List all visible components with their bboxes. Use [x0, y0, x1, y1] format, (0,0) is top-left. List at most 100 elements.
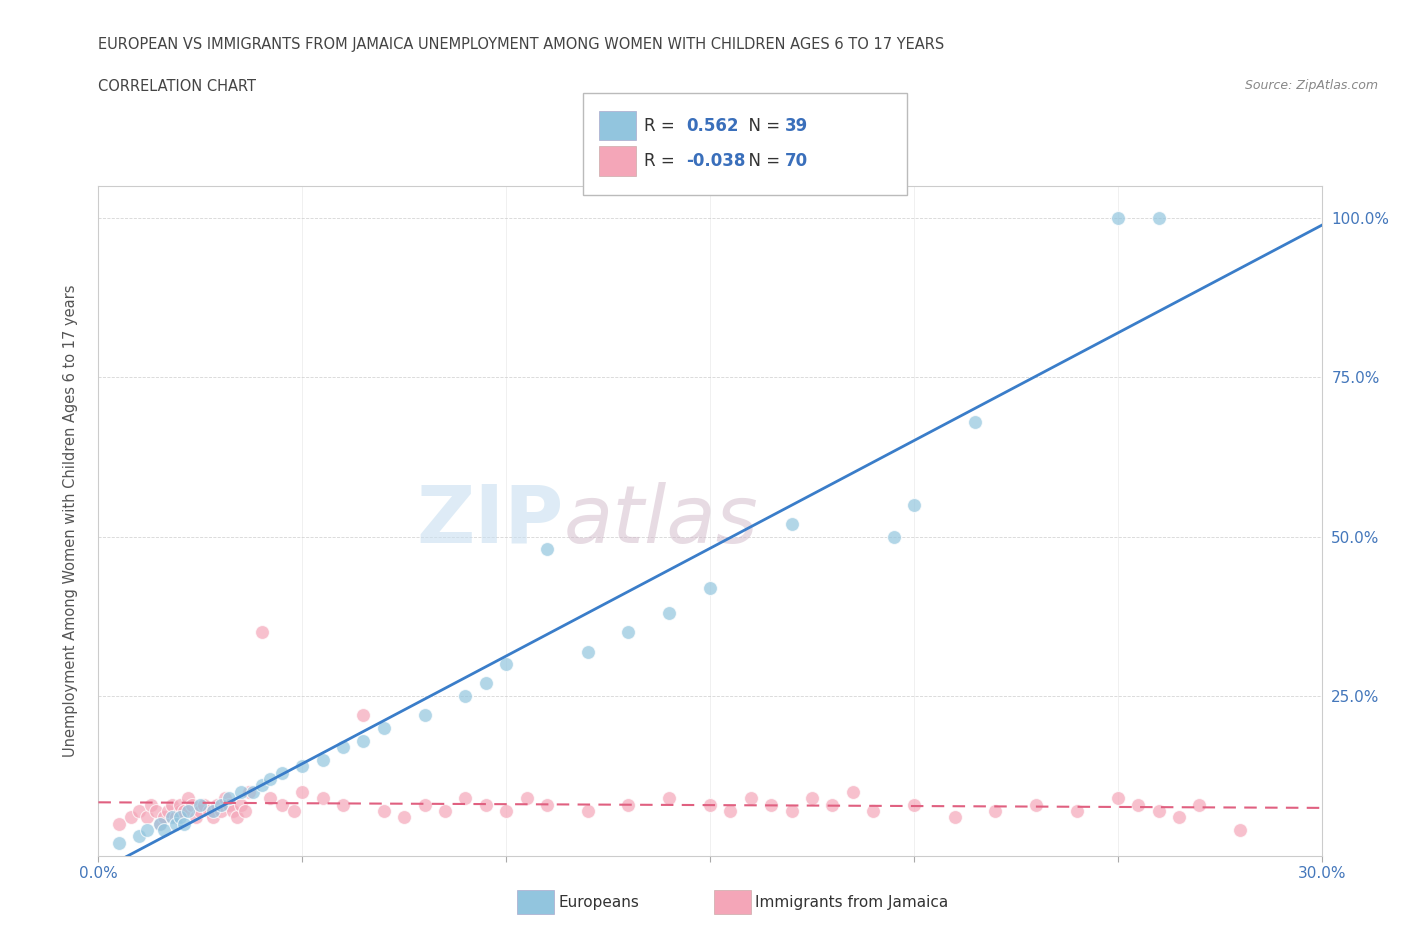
- Text: Source: ZipAtlas.com: Source: ZipAtlas.com: [1244, 79, 1378, 92]
- Point: [209, 804, 232, 818]
- Point: [740, 790, 762, 805]
- Point: [193, 797, 215, 812]
- Point: [332, 739, 354, 754]
- Point: [152, 810, 174, 825]
- Text: Immigrants from Jamaica: Immigrants from Jamaica: [755, 895, 948, 910]
- Point: [761, 797, 783, 812]
- Point: [181, 797, 204, 812]
- Point: [222, 804, 245, 818]
- Point: [177, 790, 200, 805]
- Point: [197, 804, 219, 818]
- Point: [169, 810, 191, 825]
- Text: 70: 70: [785, 152, 807, 170]
- Point: [413, 797, 436, 812]
- Point: [259, 772, 281, 787]
- Point: [233, 804, 256, 818]
- Point: [1107, 790, 1129, 805]
- Point: [238, 784, 260, 799]
- Point: [173, 817, 195, 831]
- Point: [720, 804, 742, 818]
- Point: [413, 708, 436, 723]
- Text: Europeans: Europeans: [558, 895, 640, 910]
- Point: [169, 797, 191, 812]
- Point: [188, 804, 212, 818]
- Point: [165, 810, 187, 825]
- Point: [617, 797, 640, 812]
- Point: [862, 804, 884, 818]
- Text: ZIP: ZIP: [416, 482, 564, 560]
- Point: [903, 498, 925, 512]
- Point: [250, 625, 273, 640]
- Text: 0.562: 0.562: [686, 116, 738, 135]
- Point: [495, 804, 517, 818]
- Point: [984, 804, 1007, 818]
- Point: [617, 625, 640, 640]
- Point: [169, 804, 191, 818]
- Point: [1025, 797, 1047, 812]
- Point: [1188, 797, 1211, 812]
- Point: [821, 797, 844, 812]
- Point: [128, 804, 150, 818]
- Point: [658, 790, 681, 805]
- Point: [283, 804, 305, 818]
- Text: 39: 39: [785, 116, 808, 135]
- Point: [699, 797, 721, 812]
- Point: [173, 804, 195, 818]
- Point: [201, 810, 224, 825]
- Point: [1128, 797, 1150, 812]
- Point: [160, 810, 183, 825]
- Point: [495, 657, 517, 671]
- Point: [903, 797, 925, 812]
- Point: [883, 529, 905, 544]
- Text: R =: R =: [644, 152, 681, 170]
- Point: [108, 835, 131, 850]
- Point: [177, 804, 200, 818]
- Point: [352, 734, 374, 749]
- Text: -0.038: -0.038: [686, 152, 745, 170]
- Point: [141, 797, 163, 812]
- Point: [454, 689, 477, 704]
- Point: [270, 765, 294, 780]
- Point: [576, 644, 599, 659]
- Text: EUROPEAN VS IMMIGRANTS FROM JAMAICA UNEMPLOYMENT AMONG WOMEN WITH CHILDREN AGES : EUROPEAN VS IMMIGRANTS FROM JAMAICA UNEM…: [98, 37, 945, 52]
- Point: [214, 790, 236, 805]
- Point: [209, 797, 232, 812]
- Point: [1107, 210, 1129, 225]
- Point: [270, 797, 294, 812]
- Point: [965, 415, 987, 430]
- Point: [780, 516, 803, 531]
- Point: [474, 797, 498, 812]
- Point: [291, 759, 314, 774]
- Point: [120, 810, 142, 825]
- Point: [136, 810, 159, 825]
- Point: [1066, 804, 1088, 818]
- Point: [576, 804, 599, 818]
- Point: [231, 797, 253, 812]
- Point: [699, 580, 721, 595]
- Point: [536, 542, 558, 557]
- Point: [165, 817, 187, 831]
- Point: [658, 605, 681, 620]
- Point: [454, 790, 477, 805]
- Point: [332, 797, 354, 812]
- Point: [108, 817, 131, 831]
- Point: [801, 790, 824, 805]
- Point: [149, 817, 172, 831]
- Point: [1147, 804, 1170, 818]
- Point: [434, 804, 457, 818]
- Point: [226, 810, 249, 825]
- Point: [188, 797, 212, 812]
- Point: [145, 804, 167, 818]
- Point: [373, 804, 395, 818]
- Text: N =: N =: [738, 152, 786, 170]
- Point: [291, 784, 314, 799]
- Point: [1229, 823, 1251, 838]
- Y-axis label: Unemployment Among Women with Children Ages 6 to 17 years: Unemployment Among Women with Children A…: [63, 285, 77, 757]
- Text: atlas: atlas: [564, 482, 758, 560]
- Point: [516, 790, 538, 805]
- Point: [201, 804, 224, 818]
- Point: [160, 797, 183, 812]
- Point: [312, 752, 335, 767]
- Point: [136, 823, 159, 838]
- Point: [259, 790, 281, 805]
